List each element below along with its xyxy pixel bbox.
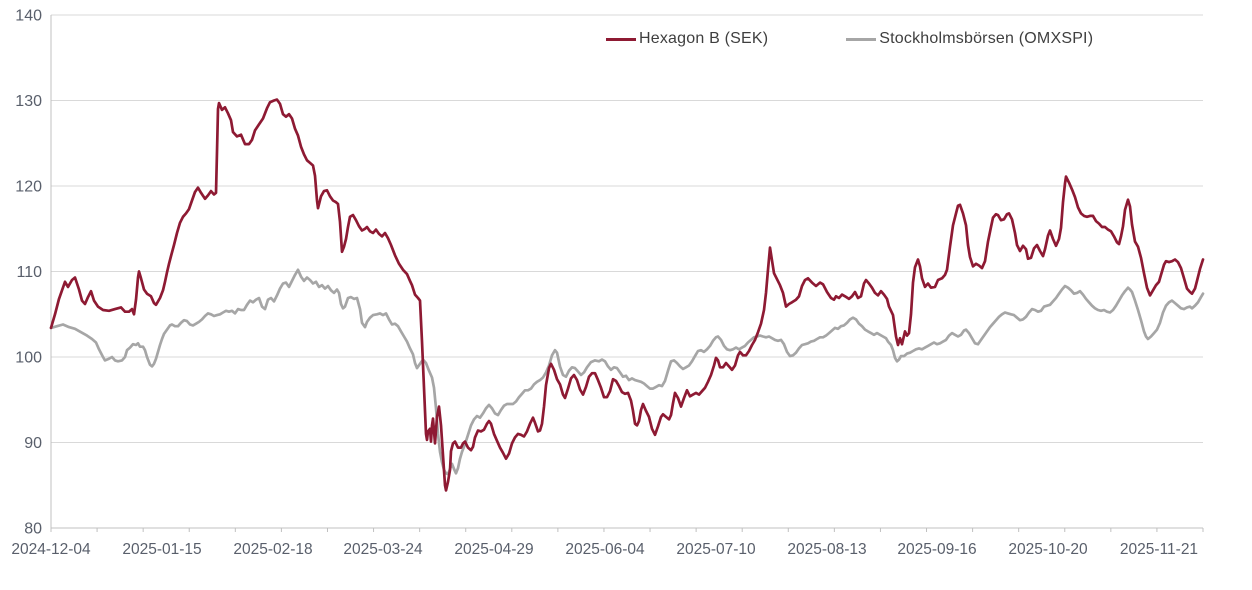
x-axis-label-2025-06-04: 2025-06-04 [565,541,645,558]
y-axis-label-130: 130 [15,93,42,110]
x-axis-label-2025-11-21: 2025-11-21 [1120,541,1198,558]
y-axis-label-110: 110 [16,264,42,281]
x-axis-label-2025-02-18: 2025-02-18 [233,541,312,558]
legend-label-hexagon: Hexagon B (SEK) [639,30,769,47]
x-axis-label-2025-09-16: 2025-09-16 [897,541,976,558]
x-axis-label-2025-04-29: 2025-04-29 [454,541,533,558]
y-axis-label-120: 120 [15,179,42,196]
legend-item-omxspi: Stockholmsbörsen (OMXSPI) [846,30,1093,48]
x-axis-label-2025-01-15: 2025-01-15 [122,541,201,558]
hexagon-line-swatch-icon [606,37,636,41]
omxspi-line-swatch-icon [846,37,877,41]
x-axis-label-2024-12-04: 2024-12-04 [11,541,91,558]
legend-label-omxspi: Stockholmsbörsen (OMXSPI) [879,30,1094,47]
y-axis-label-100: 100 [15,350,42,367]
legend-item-hexagon: Hexagon B (SEK) [606,30,768,48]
x-axis-label-2025-10-20: 2025-10-20 [1008,541,1088,558]
x-axis-label-2025-03-24: 2025-03-24 [343,541,423,558]
x-axis-label-2025-07-10: 2025-07-10 [676,541,756,558]
y-axis-label-140: 140 [15,8,42,25]
y-axis-label-80: 80 [24,521,42,538]
y-axis-label-90: 90 [24,435,42,452]
series-line-hexagon-b-sek- [49,98,1205,492]
x-axis-label-2025-08-13: 2025-08-13 [787,541,866,558]
series-line-stockholmsb-rsen-omxspi- [49,268,1205,476]
chart-legend: Hexagon B (SEK) Stockholmsbörsen (OMXSPI… [606,30,1093,48]
